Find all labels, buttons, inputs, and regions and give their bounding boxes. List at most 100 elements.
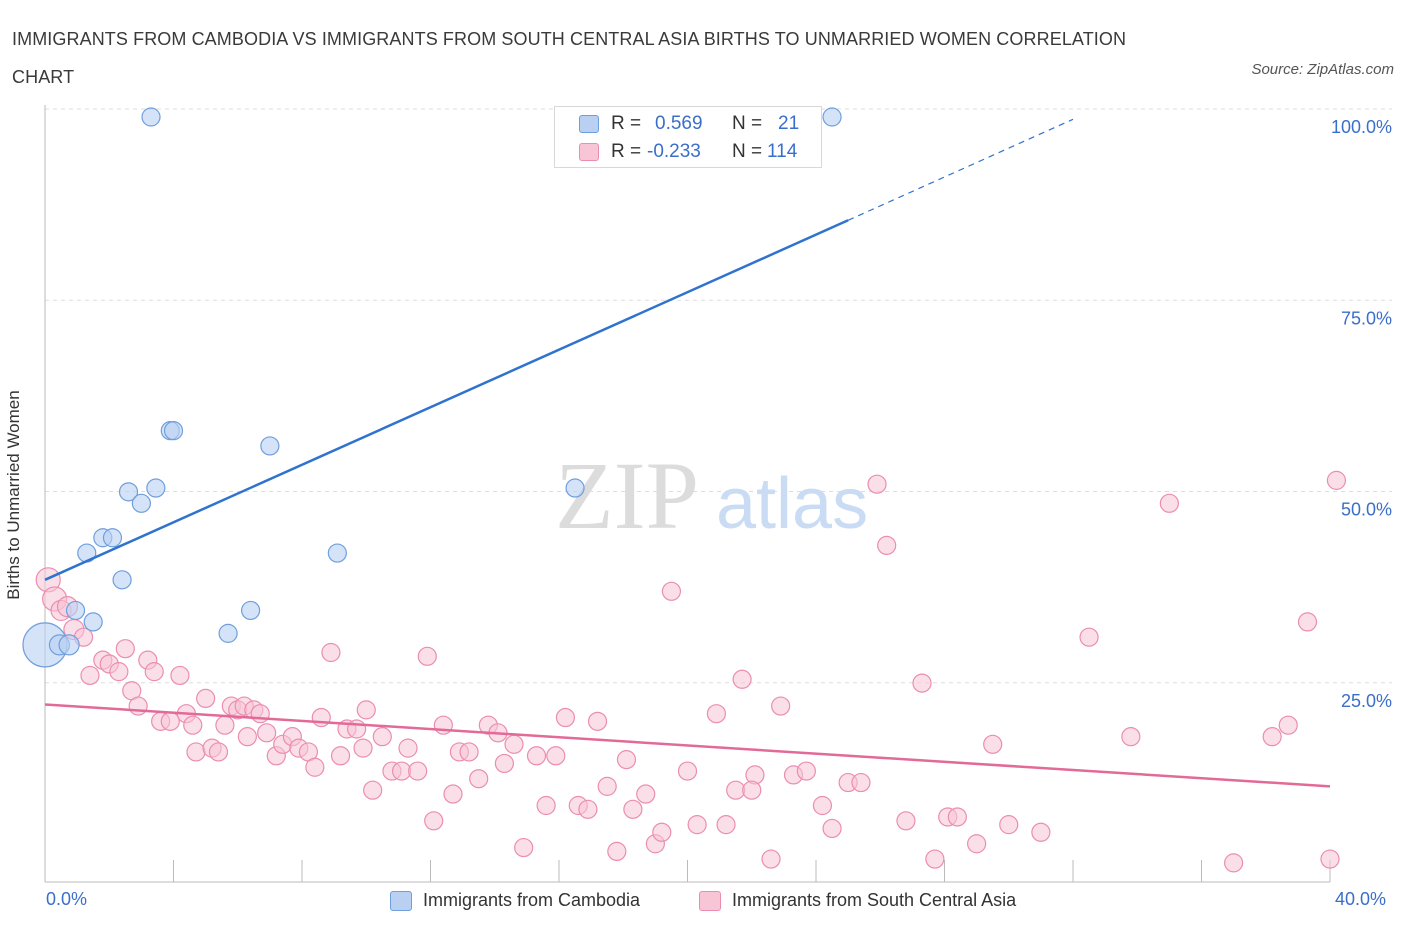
x-tick-max: 40.0% xyxy=(1335,889,1387,909)
legend-n-label: N = xyxy=(732,113,763,134)
trend-line-south-central-asia xyxy=(44,703,1331,788)
data-point xyxy=(661,581,682,601)
y-tick-label: 75.0% xyxy=(1341,308,1392,328)
data-point xyxy=(398,738,418,758)
bottom-legend-label: Immigrants from South Central Asia xyxy=(732,890,1017,910)
data-point xyxy=(112,570,132,590)
data-point xyxy=(896,811,916,831)
y-tick-labels: 25.0% 50.0% 75.0% 100.0% xyxy=(1331,117,1392,711)
data-point xyxy=(546,746,566,766)
data-point xyxy=(623,799,643,819)
data-point xyxy=(1278,715,1298,735)
data-point xyxy=(812,795,833,816)
watermark-atlas: atlas xyxy=(716,464,868,544)
data-point xyxy=(822,107,842,127)
bottom-legend-swatch-pink xyxy=(699,891,721,911)
bottom-legend-label: Immigrants from Cambodia xyxy=(423,890,641,910)
bottom-legend-swatch-blue xyxy=(390,891,412,911)
data-point xyxy=(1326,470,1347,490)
data-point xyxy=(424,811,444,831)
x-tick-min: 0.0% xyxy=(46,889,88,909)
data-point xyxy=(514,837,534,858)
data-point xyxy=(131,493,151,513)
data-point xyxy=(372,727,392,747)
data-point xyxy=(1031,822,1051,842)
data-point xyxy=(241,600,261,621)
data-point xyxy=(1159,493,1179,513)
watermark: ZIP atlas xyxy=(555,442,868,549)
chart-title: IMMIGRANTS FROM CAMBODIA VS IMMIGRANTS F… xyxy=(12,29,1127,87)
legend-n-value: 21 xyxy=(778,113,800,134)
data-point xyxy=(160,711,180,731)
data-point xyxy=(983,734,1003,754)
data-point xyxy=(877,535,897,556)
data-point xyxy=(716,815,736,835)
trend-line-cambodia-extension xyxy=(847,118,1074,221)
legend-n-label: N = xyxy=(732,141,763,162)
data-point xyxy=(215,715,235,735)
data-point xyxy=(1262,727,1282,747)
data-point xyxy=(578,799,598,819)
data-point xyxy=(363,780,383,800)
data-point xyxy=(636,784,656,804)
data-point xyxy=(237,727,257,747)
y-tick-label: 50.0% xyxy=(1341,500,1392,520)
data-point xyxy=(1224,853,1244,873)
data-point xyxy=(218,623,238,643)
data-point xyxy=(967,834,987,854)
legend-r-value: 0.569 xyxy=(655,113,703,134)
data-point xyxy=(677,761,698,781)
data-point xyxy=(408,761,428,781)
legend-n-value: 114 xyxy=(767,141,798,162)
data-point xyxy=(391,761,412,781)
legend-swatch-blue xyxy=(579,115,599,133)
trend-lines xyxy=(44,118,1331,788)
data-point xyxy=(555,707,576,728)
data-point xyxy=(170,665,190,686)
data-point xyxy=(146,478,166,498)
data-point xyxy=(912,673,932,693)
data-point xyxy=(687,815,707,835)
y-axis-label: Births to Unmarried Women xyxy=(4,390,23,600)
data-point xyxy=(260,436,280,456)
legend-r-label: R = xyxy=(611,141,642,162)
data-point xyxy=(208,742,229,762)
data-point xyxy=(58,634,80,656)
data-point xyxy=(1320,849,1340,869)
data-point xyxy=(65,600,86,621)
data-point xyxy=(128,696,148,716)
data-point xyxy=(417,646,437,666)
data-point xyxy=(115,639,135,659)
data-point xyxy=(652,822,672,842)
data-point xyxy=(347,719,367,739)
data-point xyxy=(1079,627,1099,647)
data-point xyxy=(761,849,781,869)
data-point xyxy=(607,841,627,862)
data-point xyxy=(494,753,514,774)
data-point xyxy=(742,780,762,800)
data-point xyxy=(947,807,967,827)
data-point xyxy=(141,107,161,127)
data-point xyxy=(353,738,373,758)
data-point xyxy=(1297,612,1318,632)
data-point xyxy=(196,688,216,709)
data-point xyxy=(443,784,463,804)
data-point xyxy=(257,723,277,743)
data-point xyxy=(102,528,123,548)
data-point xyxy=(163,421,184,441)
legend-r-label: R = xyxy=(611,113,642,134)
data-point xyxy=(726,780,746,800)
data-point xyxy=(311,707,331,728)
data-point xyxy=(186,742,206,762)
data-point xyxy=(925,849,945,869)
data-point xyxy=(536,795,556,816)
y-tick-label: 25.0% xyxy=(1341,691,1392,711)
data-point xyxy=(330,746,351,766)
axes xyxy=(44,105,1331,883)
data-point xyxy=(822,818,842,839)
data-point xyxy=(851,772,871,793)
data-point xyxy=(526,746,547,766)
data-point xyxy=(144,662,164,682)
data-point xyxy=(587,711,608,731)
